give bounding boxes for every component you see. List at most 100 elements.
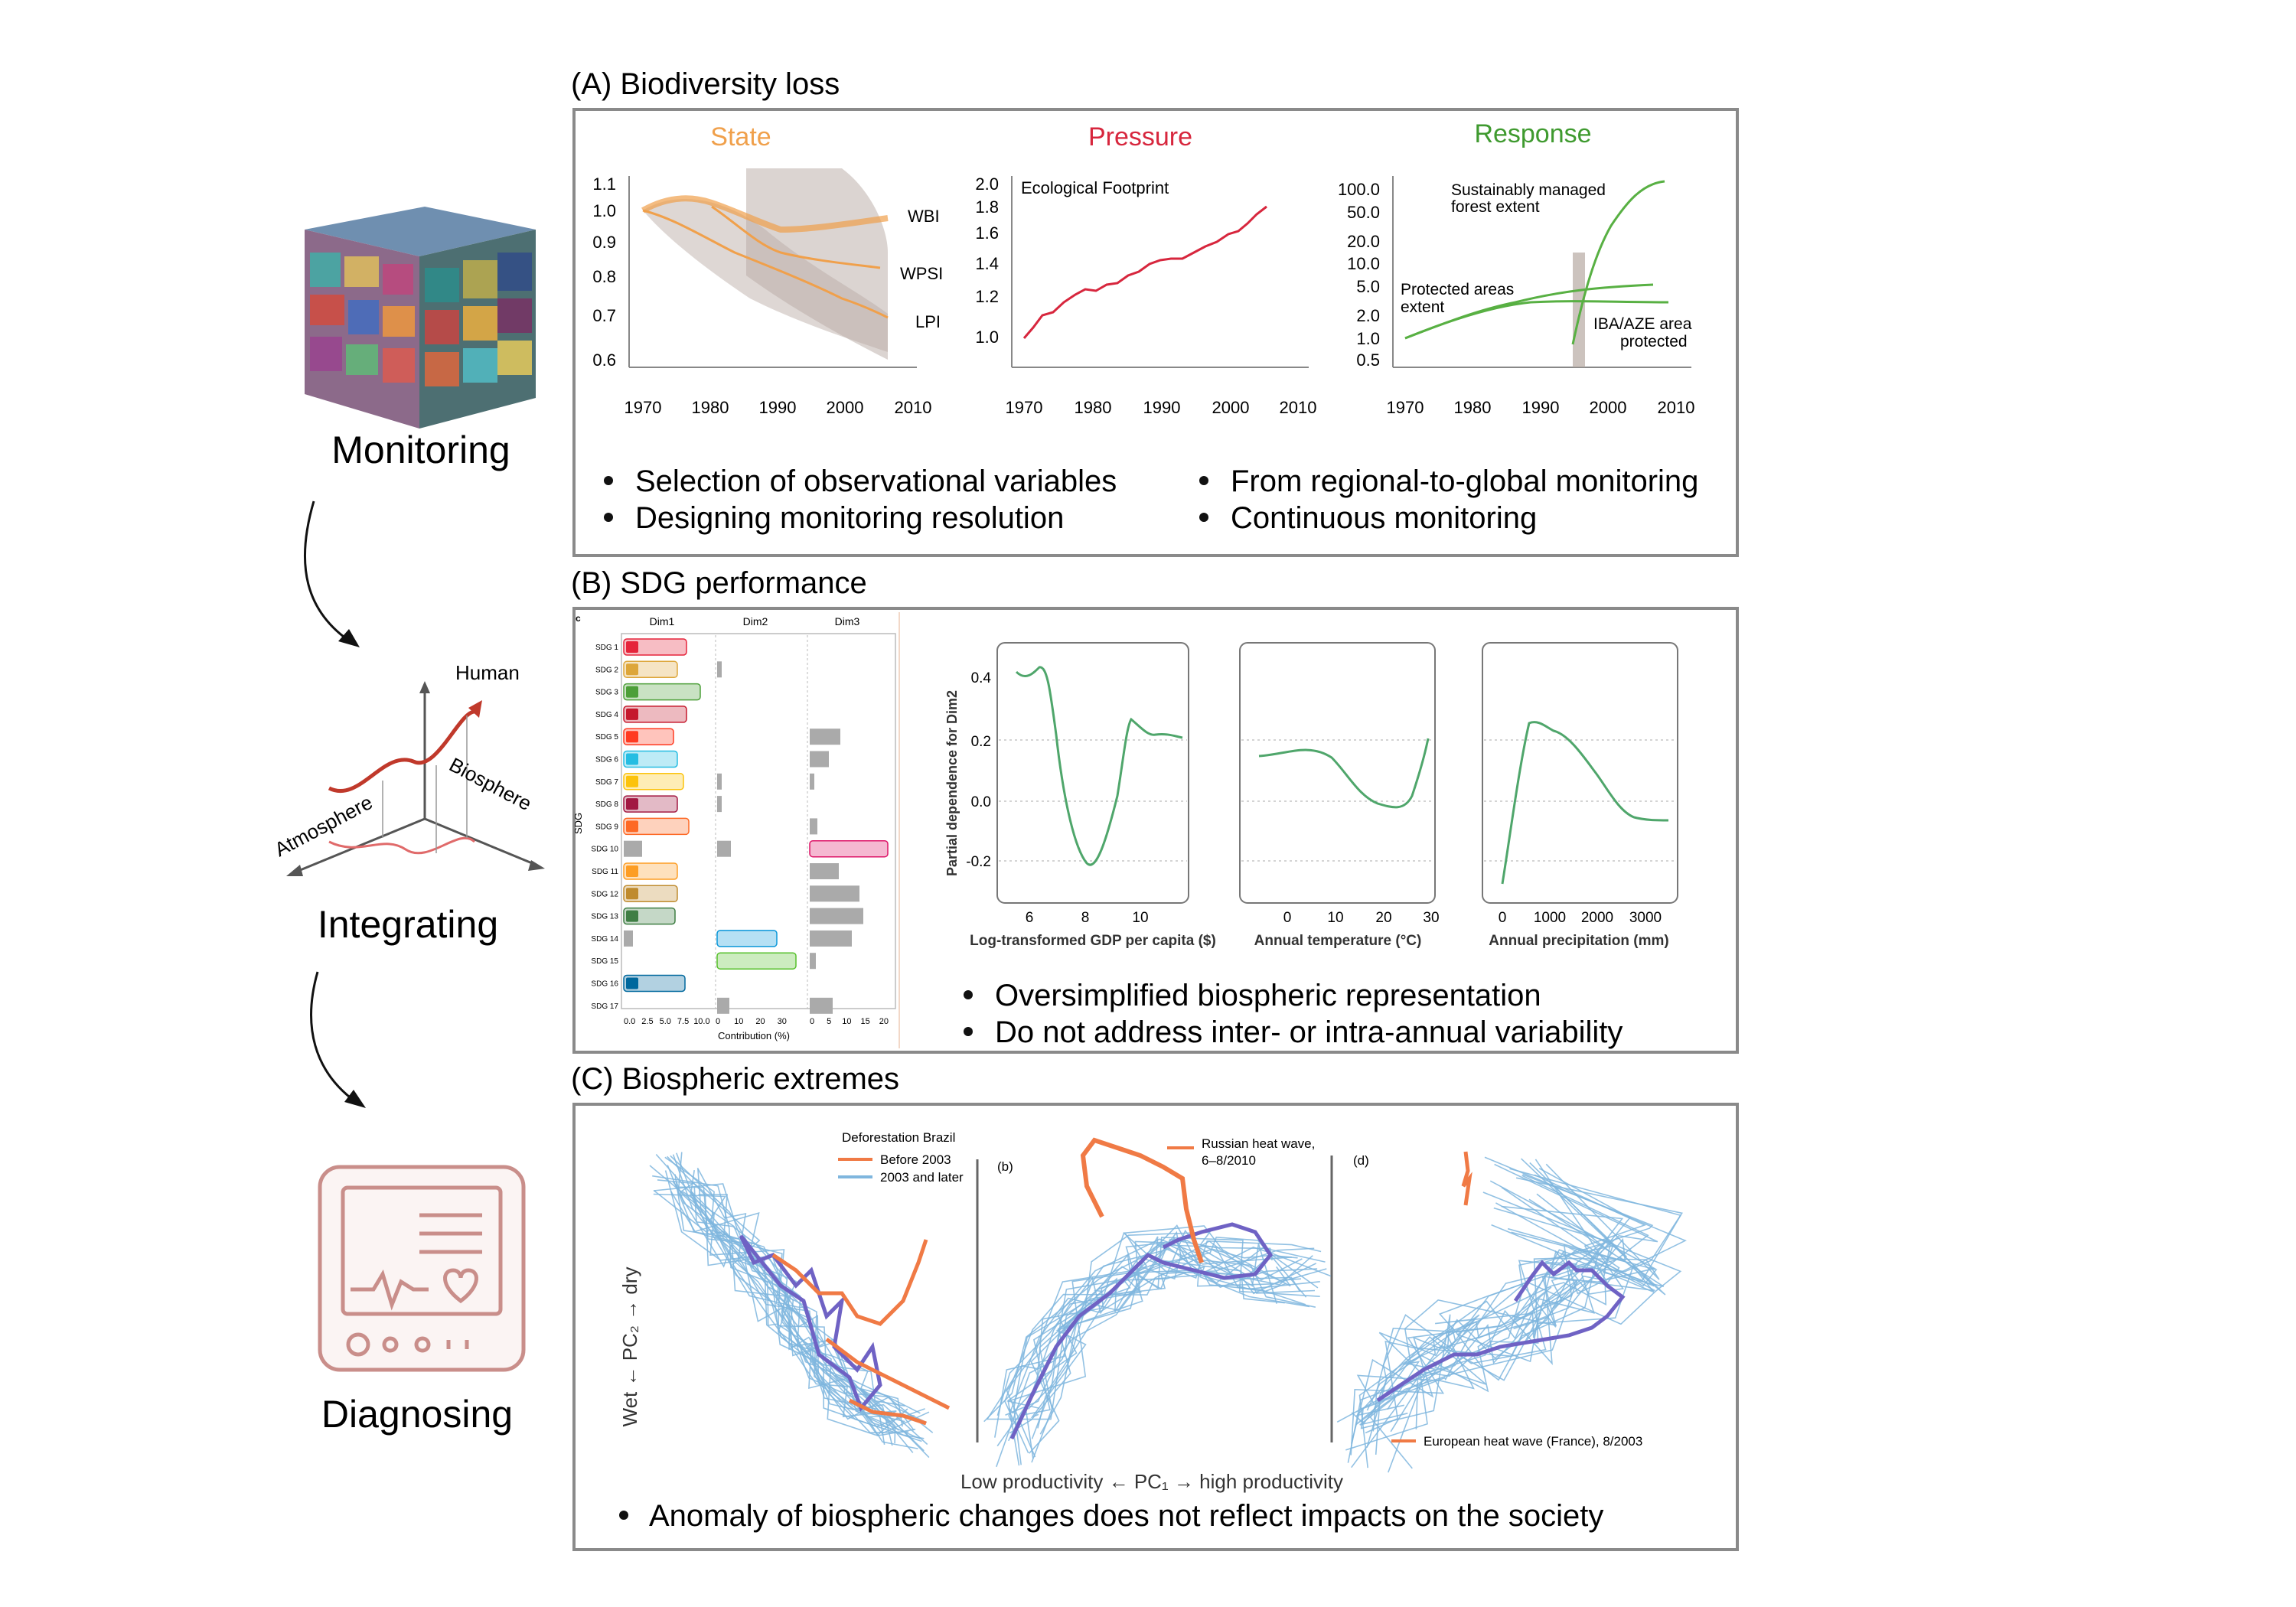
pd-gdp-xlabel: Log-transformed GDP per capita ($) <box>970 933 1216 949</box>
response-ytick: 20.0 <box>1347 232 1380 251</box>
sdg-icon <box>626 798 638 810</box>
contribution-xlabel: Contribution (%) <box>718 1030 790 1041</box>
sdg-dim3-bar <box>809 839 889 858</box>
response-ytick: 0.5 <box>1356 350 1380 370</box>
response-xtick: 1970 <box>1387 398 1424 417</box>
sdg-icon <box>626 663 638 676</box>
sdg-icon <box>626 686 638 698</box>
sdg-dim2-bar <box>717 997 729 1014</box>
state-line-wpsi <box>711 205 881 269</box>
sdg-icon <box>626 641 638 653</box>
state-xtick: 1970 <box>625 398 662 417</box>
pd-temp-xtick: 20 <box>1375 910 1391 926</box>
monitoring-cube-icon <box>305 207 536 429</box>
sdg-icon <box>626 820 638 833</box>
response-label-iba-1: IBA/AZE area <box>1593 315 1692 333</box>
trajectory-line <box>1027 1247 1315 1410</box>
sdg-contribution-chart: c Dim1 Dim2 Dim3 SDG SDG 1 SDG 2 SDG 3 SDG … <box>572 613 896 1041</box>
panel-b-title: (B) SDG performance <box>571 566 867 600</box>
response-ytick: 50.0 <box>1347 203 1380 222</box>
state-ytick: 0.8 <box>592 267 616 286</box>
arrow-monitoring-to-integrating <box>304 500 353 644</box>
sdg-dim2-bar <box>717 796 722 813</box>
trajectory-line <box>1359 1205 1624 1426</box>
trajectory-line <box>1365 1162 1628 1434</box>
dim-header: Dim2 <box>743 615 768 627</box>
sdg-row-label: SDG 12 <box>591 890 618 898</box>
pressure-title: Pressure <box>1088 122 1192 152</box>
state-label-lpi: LPI <box>915 312 941 331</box>
state-xtick: 2010 <box>895 398 932 417</box>
sdg-icon <box>626 731 638 743</box>
panel-b-bullet: Do not address inter- or intra-annual va… <box>995 1015 1623 1049</box>
pd-temp-xtick: 30 <box>1423 910 1439 926</box>
state-band-wpsi <box>746 168 888 360</box>
pd-precip-xtick: 3000 <box>1629 910 1662 926</box>
sdg-row-label: SDG 8 <box>595 800 618 809</box>
axis-human-label: Human <box>455 661 520 684</box>
response-label-protected-2: extent <box>1401 298 1444 316</box>
pressure-ytick: 1.8 <box>975 197 999 217</box>
axis-atmosphere-label: Atmosphere <box>271 790 377 861</box>
sdg-dim2-bar <box>716 930 778 947</box>
sdg-dim3-bar <box>810 863 839 879</box>
sdg-row-label: SDG 10 <box>591 846 618 854</box>
sdg-row-label: SDG 2 <box>595 666 618 674</box>
pd-line-precipitation <box>1501 721 1669 885</box>
sdg-row-label: SDG 6 <box>595 756 618 764</box>
sdg-dim1-bar <box>623 773 684 790</box>
sdg-icon <box>626 910 638 922</box>
pd-gdp-xtick: 10 <box>1132 910 1148 926</box>
pressure-ytick: 1.4 <box>975 254 999 273</box>
trace-b-mean <box>1009 1222 1274 1440</box>
dim1-ticks: 0.0 2.5 5.0 7.5 10.0 <box>624 1017 710 1026</box>
label-b: (b) <box>997 1159 1013 1174</box>
sdg-icon <box>626 775 638 787</box>
trajectory-line <box>1351 1180 1656 1425</box>
arrow-integrating-to-diagnosing <box>310 971 357 1103</box>
response-xtick: 1980 <box>1454 398 1492 417</box>
response-line-forest <box>1571 180 1665 345</box>
pd-plot-temperature: 0 10 20 30 Annual temperature (°C) <box>1239 642 1440 949</box>
pd-ytick: -0.2 <box>966 854 991 870</box>
sdg-row-label: SDG 11 <box>592 868 618 876</box>
state-xtick: 1990 <box>759 398 797 417</box>
response-ytick: 5.0 <box>1356 277 1380 296</box>
response-xtick: 2000 <box>1590 398 1627 417</box>
panel-a-bullet: Designing monitoring resolution <box>635 501 1064 535</box>
sdg-dim1-bar <box>623 683 701 701</box>
pd-ytick: 0.4 <box>971 670 992 686</box>
pressure-series-label: Ecological Footprint <box>1021 178 1169 197</box>
pressure-xtick: 1970 <box>1006 398 1043 417</box>
sdg-dim3-bar <box>810 997 833 1014</box>
response-label-protected-1: Protected areas <box>1401 281 1514 298</box>
panel-a-bullet: Continuous monitoring <box>1231 501 1537 535</box>
response-chart: 100.0 50.0 20.0 10.0 5.0 2.0 1.0 0.5 197… <box>1338 176 1694 417</box>
trajectory-line <box>664 1170 921 1440</box>
trajectory-line <box>1388 1159 1624 1473</box>
trace-a-mean <box>739 1234 882 1412</box>
sdg-dim1-bar <box>623 817 690 836</box>
response-band <box>1573 253 1585 367</box>
extremes-plot-russian-heatwave: (b) Russian heat wave, 6–8/2010 <box>983 1136 1332 1468</box>
sdg-row-label: SDG 4 <box>595 711 618 719</box>
pd-line-gdp <box>1015 666 1183 866</box>
sdg-dim3-bar <box>810 908 863 924</box>
state-ytick: 0.7 <box>592 306 616 325</box>
trajectory-line <box>1369 1168 1682 1469</box>
state-ytick: 0.6 <box>592 350 616 370</box>
state-ytick: 0.9 <box>592 233 616 252</box>
label-d: (d) <box>1353 1153 1369 1168</box>
legend-d: European heat wave (France), 8/2003 <box>1424 1434 1642 1449</box>
legend-a-title: Deforestation Brazil <box>842 1130 955 1145</box>
sdg-row-label: SDG 16 <box>591 980 618 989</box>
pd-precip-xtick: 2000 <box>1581 910 1613 926</box>
pressure-ytick: 1.6 <box>975 223 999 243</box>
pressure-chart: 2.0 1.8 1.6 1.4 1.2 1.0 1970 1980 1990 2… <box>975 174 1316 417</box>
legend-b-2: 6–8/2010 <box>1202 1153 1256 1168</box>
monitoring-label: Monitoring <box>331 429 510 471</box>
legend-a-before: Before 2003 <box>880 1152 951 1167</box>
state-line-wbi <box>641 195 889 233</box>
sdg-dim2-bar <box>717 773 722 790</box>
response-label-forest-1: Sustainably managed <box>1451 181 1606 199</box>
